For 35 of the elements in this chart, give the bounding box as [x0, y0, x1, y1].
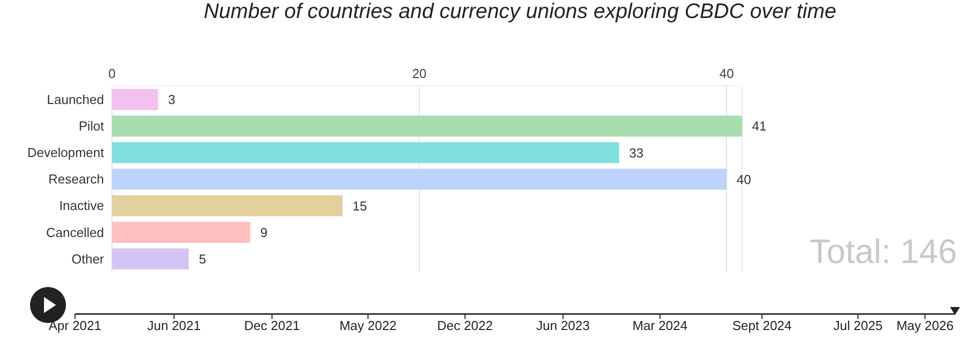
bar [112, 248, 189, 270]
bar [112, 142, 620, 164]
y-tick-label: Other [71, 251, 105, 266]
text: May 2026 [895, 318, 955, 333]
text: Sept 2024 [731, 318, 793, 333]
data-label: 41 [752, 118, 766, 134]
y-tick-label: Launched [46, 92, 104, 107]
y-tick-label: Pilot [78, 118, 104, 134]
y-tick-label: Cancelled [46, 224, 104, 240]
y-tick-label: Research [48, 172, 104, 187]
bar [112, 116, 742, 137]
data-label: 3 [168, 92, 176, 108]
text: Jun 2021 [146, 318, 202, 333]
data-label: 9 [260, 224, 268, 240]
data-label: 15 [352, 198, 367, 214]
text: May 2022 [338, 318, 398, 333]
x-tick-label: 40 [719, 66, 734, 81]
data-label: 33 [629, 145, 644, 160]
bar [112, 195, 342, 216]
text: Dec 2022 [436, 318, 494, 333]
chart-title: Number of countries and currency unions exploring CBDC over time [202, 0, 838, 24]
y-tick-label: Inactive [59, 198, 104, 214]
text: Dec 2021 [243, 318, 301, 333]
text: Jun 2023 [535, 318, 591, 333]
bar [112, 168, 727, 190]
data-label: 5 [198, 252, 206, 267]
x-tick-label: 20 [412, 66, 427, 81]
bar [112, 222, 250, 243]
bar [112, 89, 158, 110]
data-label: 40 [736, 172, 752, 187]
x-tick-label: 0 [108, 66, 116, 81]
text: Mar 2024 [632, 318, 688, 333]
text: Apr 2021 [48, 318, 102, 333]
y-tick-label: Development [27, 145, 104, 160]
text: Jul 2025 [832, 318, 884, 333]
